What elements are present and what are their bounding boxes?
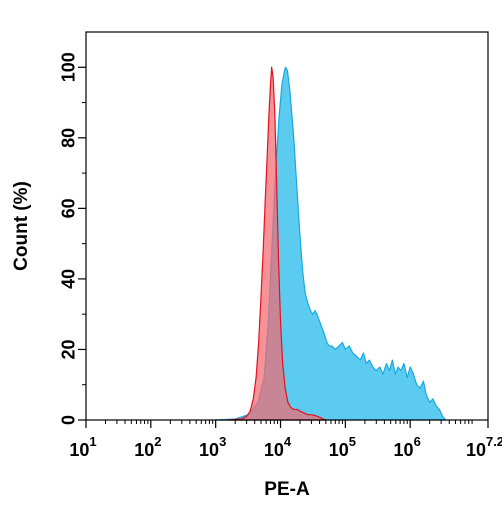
- y-tick-label: 80: [58, 128, 78, 148]
- x-tick-label: 102: [134, 434, 161, 460]
- x-tick-label: 104: [264, 434, 292, 460]
- plot-frame: [85, 31, 489, 421]
- series-2-area: [226, 66, 327, 421]
- y-tick-label: 40: [58, 269, 78, 289]
- x-axis-label: PE-A: [264, 479, 310, 500]
- x-tick-label: 105: [329, 434, 356, 460]
- y-tick-label: 20: [58, 339, 78, 359]
- x-tick-label: 101: [69, 434, 96, 460]
- series-layer: [215, 66, 447, 421]
- x-axis: 101 102 103 104 105 106 107.2: [69, 420, 502, 460]
- y-tick-label: 100: [58, 52, 78, 82]
- y-tick-label: 0: [58, 415, 78, 425]
- series-1-area: [215, 66, 447, 421]
- y-tick-label: 60: [58, 198, 78, 218]
- x-tick-label: 103: [199, 434, 226, 460]
- y-axis: 0 20 40 60 80 100: [58, 52, 86, 425]
- x-tick-label: 106: [394, 434, 421, 460]
- x-tick-label: 107.2: [466, 434, 502, 460]
- y-axis-label: Count (%): [11, 181, 32, 271]
